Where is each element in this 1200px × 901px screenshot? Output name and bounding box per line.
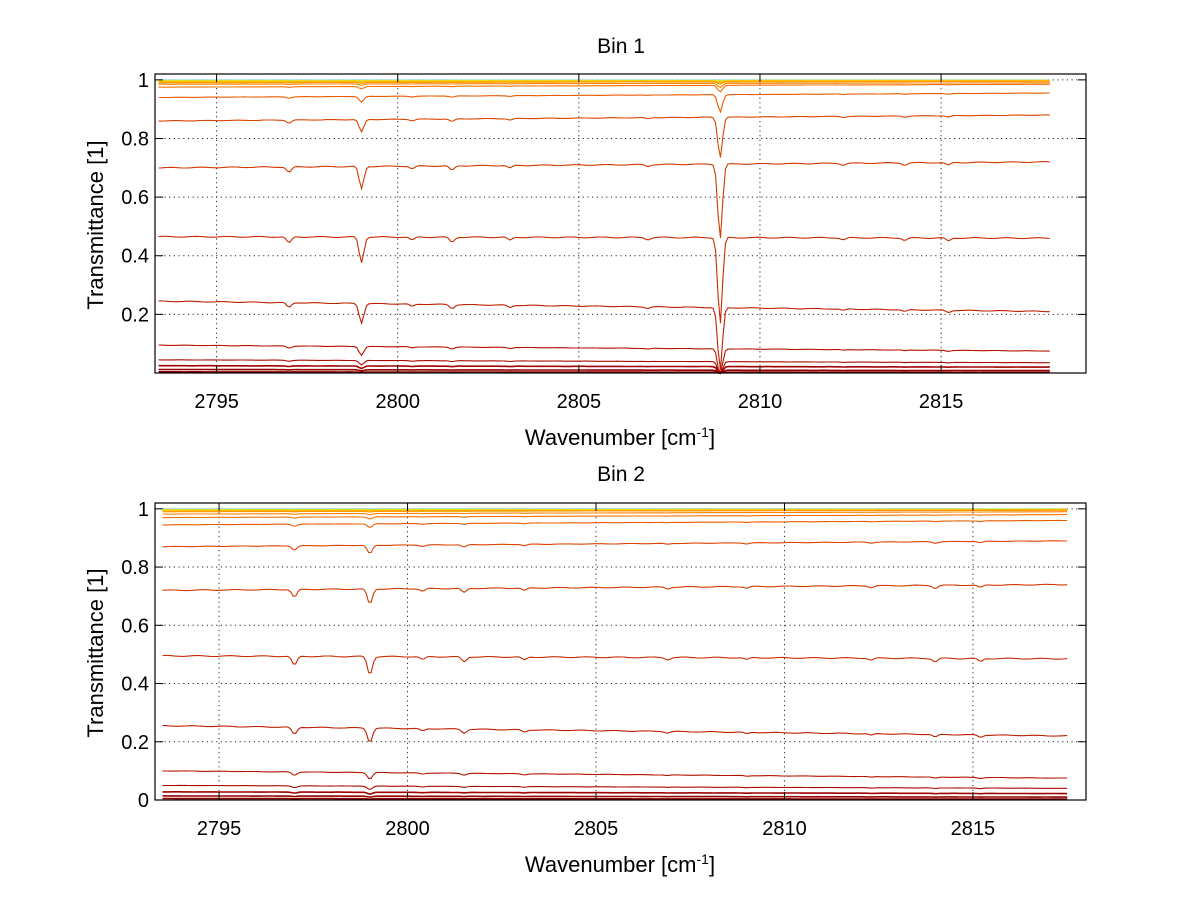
y-axis-label: Transmittance [1]: [83, 568, 108, 737]
series-line: [162, 583, 1068, 603]
chart-title: Bin 1: [597, 35, 645, 58]
y-tick-label: 1: [138, 70, 149, 92]
x-tick-label: 2795: [194, 391, 239, 413]
x-axis-label: Wavenumber [cm-1]: [525, 424, 715, 450]
series-line: [162, 795, 1068, 798]
chart-bin-2: Bin 2 2795 2800 2805 2810 2815 0 0.2 0.4 0.6 0.8…: [83, 463, 1087, 877]
x-tick-label: 2810: [738, 391, 783, 413]
x-tick-label: 2815: [951, 818, 996, 840]
x-tick-labels: 2795 2800 2805 2810 2815: [197, 818, 995, 840]
chart-title: Bin 2: [597, 463, 645, 486]
y-tick-label: 0.8: [121, 128, 149, 150]
tick-marks: [155, 503, 1086, 801]
x-axis-label: Wavenumber [cm-1]: [525, 851, 715, 877]
x-tick-label: 2810: [762, 818, 807, 840]
x-tick-labels: 2795 2800 2805 2810 2815: [194, 391, 963, 413]
series-line: [158, 370, 1050, 374]
series-line: [158, 80, 1050, 85]
y-axis-label: Transmittance [1]: [83, 140, 108, 309]
y-tick-label: 0.6: [121, 187, 149, 209]
axes-frame: [154, 73, 1087, 374]
y-tick-label: 0.2: [121, 304, 149, 326]
series-lines: [162, 508, 1068, 800]
series-line: [158, 344, 1050, 375]
series-line: [162, 509, 1068, 512]
x-tick-label: 2800: [385, 818, 430, 840]
series-line: [158, 80, 1050, 84]
series-line: [158, 92, 1050, 114]
x-tick-label: 2805: [574, 818, 619, 840]
series-line: [162, 519, 1068, 528]
y-tick-label: 1: [138, 499, 149, 521]
y-tick-labels: 0.2 0.4 0.6 0.8 1: [121, 70, 149, 327]
x-tick-label: 2795: [197, 818, 242, 840]
series-line: [162, 797, 1068, 800]
series-line: [162, 514, 1068, 520]
series-line: [158, 359, 1050, 374]
y-tick-label: 0.2: [121, 732, 149, 754]
y-tick-label: 0: [138, 790, 149, 812]
series-line: [162, 790, 1068, 795]
x-tick-label: 2800: [375, 391, 420, 413]
series-line: [162, 784, 1068, 790]
axes-frame: [154, 502, 1087, 801]
series-line: [158, 235, 1050, 324]
y-tick-label: 0.8: [121, 557, 149, 579]
series-line: [162, 540, 1068, 554]
series-line: [162, 724, 1068, 742]
y-tick-label: 0.6: [121, 615, 149, 637]
y-tick-labels: 0 0.2 0.4 0.6 0.8 1: [121, 499, 149, 812]
series-line: [162, 509, 1068, 513]
series-line: [158, 368, 1050, 374]
series-line: [158, 114, 1050, 158]
series-line: [158, 82, 1050, 89]
series-line: [162, 770, 1068, 779]
series-line: [162, 654, 1068, 674]
tick-marks: [155, 74, 1086, 373]
series-lines: [158, 79, 1050, 375]
y-tick-label: 0.4: [121, 674, 149, 696]
x-tick-label: 2805: [557, 391, 602, 413]
chart-bin-1: Bin 1 2795 2800 2805 2810 2815 0.2 0.4 0.6 0.8 1…: [83, 35, 1087, 450]
x-tick-label: 2815: [919, 391, 964, 413]
y-tick-label: 0.4: [121, 246, 149, 268]
series-line: [158, 300, 1050, 370]
series-line: [158, 364, 1050, 374]
grid-lines: [155, 74, 1086, 373]
series-line: [158, 83, 1050, 93]
series-line: [158, 161, 1050, 239]
series-line: [162, 511, 1068, 516]
